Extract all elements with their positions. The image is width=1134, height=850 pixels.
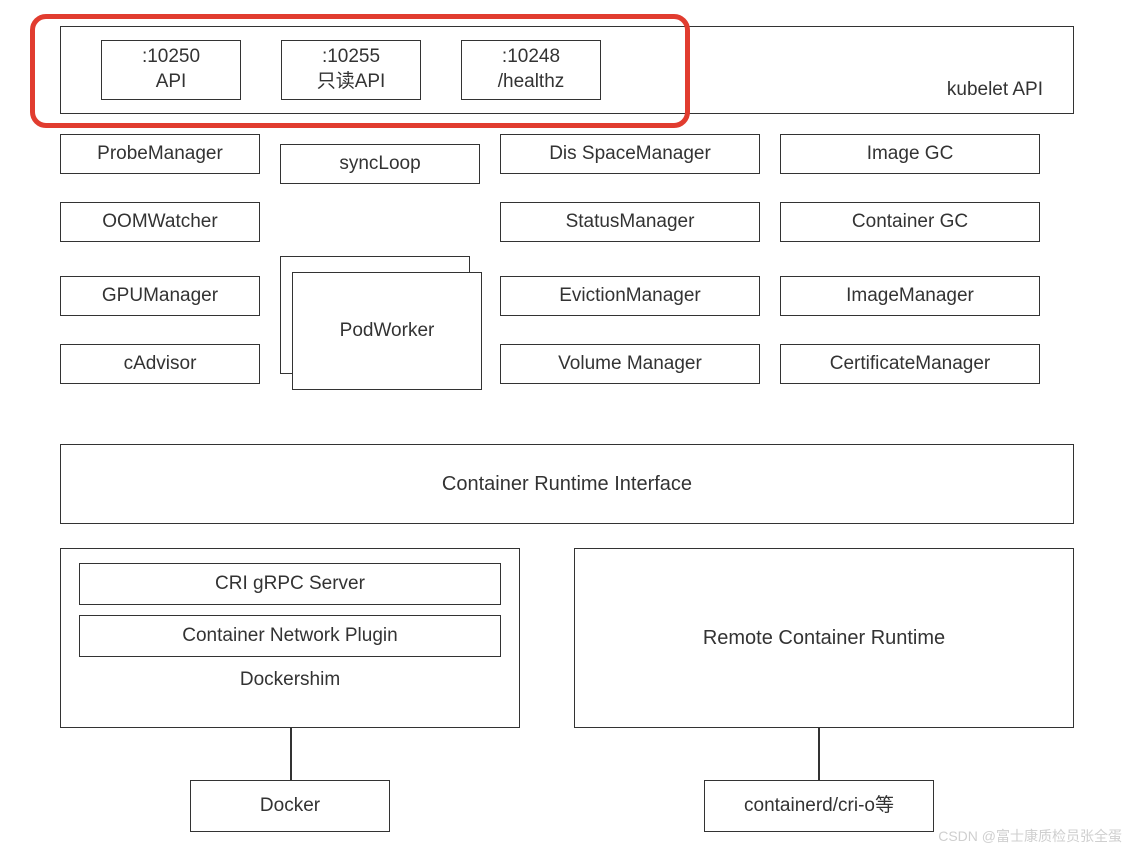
probemanager-box: ProbeManager — [60, 134, 260, 174]
watermark: CSDN @富士康质检员张全蛋 — [938, 826, 1122, 846]
cri-grpc-server-box: CRI gRPC Server — [79, 563, 501, 605]
kubelet-api-label: kubelet API — [947, 79, 1043, 101]
dockershim-label: Dockershim — [79, 669, 501, 691]
connector-left — [290, 728, 292, 780]
port-10255-line2: 只读API — [317, 70, 386, 95]
podworker-box: PodWorker — [292, 272, 482, 390]
syncloop-box: syncLoop — [280, 144, 480, 184]
remote-runtime-box: Remote Container Runtime — [574, 548, 1074, 728]
imagemanager-box: ImageManager — [780, 276, 1040, 316]
port-10250-line2: API — [142, 70, 200, 95]
bottom-wrap: CRI gRPC Server Container Network Plugin… — [60, 548, 1074, 848]
disspacemanager-box: Dis SpaceManager — [500, 134, 760, 174]
port-10250-box: :10250 API — [101, 40, 241, 100]
port-10248-line1: :10248 — [498, 45, 565, 70]
statusmanager-box: StatusManager — [500, 202, 760, 242]
oomwatcher-box: OOMWatcher — [60, 202, 260, 242]
port-10248-box: :10248 /healthz — [461, 40, 601, 100]
cni-plugin-box: Container Network Plugin — [79, 615, 501, 657]
docker-box: Docker — [190, 780, 390, 832]
port-10250-line1: :10250 — [142, 45, 200, 70]
gpumanager-box: GPUManager — [60, 276, 260, 316]
imagegc-box: Image GC — [780, 134, 1040, 174]
cri-row: Container Runtime Interface — [60, 444, 1074, 524]
evictionmanager-box: EvictionManager — [500, 276, 760, 316]
port-10248-line2: /healthz — [498, 70, 565, 95]
managers-grid: ProbeManager OOMWatcher GPUManager cAdvi… — [60, 134, 1074, 424]
kubelet-api-row: :10250 API :10255 只读API :10248 /healthz … — [60, 26, 1074, 114]
connector-right — [818, 728, 820, 780]
volumemanager-box: Volume Manager — [500, 344, 760, 384]
certificatemanager-box: CertificateManager — [780, 344, 1040, 384]
port-10255-box: :10255 只读API — [281, 40, 421, 100]
dockershim-box: CRI gRPC Server Container Network Plugin… — [60, 548, 520, 728]
cadvisor-box: cAdvisor — [60, 344, 260, 384]
containergc-box: Container GC — [780, 202, 1040, 242]
port-10255-line1: :10255 — [317, 45, 386, 70]
containerd-box: containerd/cri-o等 — [704, 780, 934, 832]
